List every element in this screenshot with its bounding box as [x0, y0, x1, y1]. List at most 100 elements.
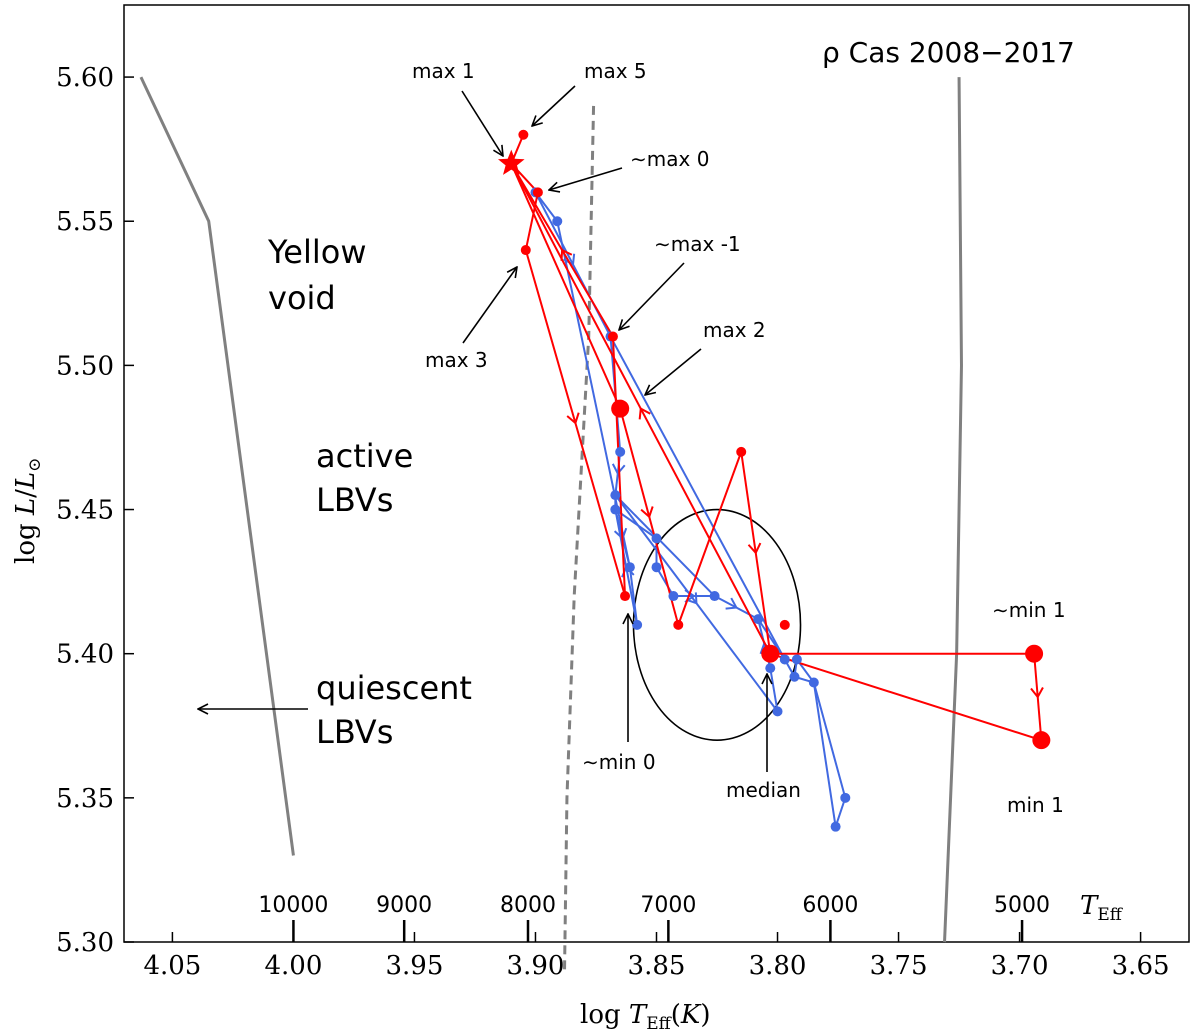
annotation-min1: min 1 [1007, 793, 1064, 817]
svg-text:log TEff(K): log TEff(K) [580, 1000, 710, 1034]
arrow-max1 [461, 90, 503, 156]
y-tick-label: 5.50 [56, 351, 114, 381]
red-track-segment [611, 336, 627, 597]
arrow-max3 [462, 267, 517, 344]
blue-point [709, 591, 720, 602]
blue-point [789, 671, 800, 682]
blue-track-segment [609, 336, 786, 660]
x-tick-label: 4.05 [143, 951, 201, 981]
x-tick-label: 4.00 [264, 951, 322, 981]
x-axis-label: log TEff(K) [580, 1000, 710, 1034]
x-tick-label: 3.80 [749, 951, 807, 981]
y-tick-label: 5.30 [56, 928, 114, 958]
blue-track-direction-arrow [725, 597, 738, 610]
y-tick-label: 5.60 [56, 63, 114, 93]
blue-point [651, 533, 662, 544]
blue-point [830, 821, 841, 832]
blue-track-segment [655, 566, 675, 597]
blue-point [772, 706, 783, 717]
annotation-min0: ∼min 0 [582, 750, 656, 774]
annotation-median: median [726, 778, 801, 802]
axis-ticks: 4.05 4.00 3.95 3.90 3.85 3.80 3.75 3.70 3.65 5.30… [56, 63, 1169, 981]
blue-track-direction-arrow [685, 592, 698, 605]
annotation-arrows [198, 85, 767, 772]
y-axis-label: log L/L⊙ [11, 458, 45, 564]
red-point [673, 619, 684, 630]
blue-point [753, 614, 764, 625]
teff-tick-label: 7000 [640, 893, 696, 918]
svg-text:log L/L⊙: log L/L⊙ [11, 458, 45, 564]
red-track-points [498, 129, 1051, 750]
x-tick-label: 3.65 [1112, 951, 1170, 981]
blue-point [840, 792, 851, 803]
blue-track-points [530, 187, 851, 832]
x-tick-label: 3.85 [628, 951, 686, 981]
arrow-max5 [532, 85, 576, 126]
annotation-max2: max 2 [703, 318, 766, 342]
arrow-max-minus1 [619, 262, 685, 330]
blue-point [808, 677, 819, 688]
blue-point [624, 562, 635, 573]
boundary-lines [139, 76, 963, 971]
red-track-segment [524, 192, 539, 251]
teff-tick-label: 9000 [376, 893, 432, 918]
annotation-max-minus1: ∼max -1 [654, 232, 741, 256]
teff-tick-label: 8000 [500, 893, 556, 918]
arrow-max0 [549, 167, 623, 190]
boundary-line-1 [563, 105, 596, 971]
red-point [518, 129, 529, 140]
red-track-segment [769, 652, 1042, 742]
blue-point [610, 504, 621, 515]
blue-point [610, 490, 621, 501]
quiescent-lbvs-label-line2: LBVs [316, 713, 393, 751]
teff-tick-label: 6000 [802, 893, 858, 918]
y-tick-label: 5.55 [56, 207, 114, 237]
blue-track-segment [812, 682, 847, 799]
annotation-min1-approx: ∼min 1 [992, 598, 1066, 622]
red-track-direction-arrow [638, 407, 651, 420]
red-point [532, 187, 543, 198]
red-point [736, 446, 747, 457]
blue-point [632, 619, 643, 630]
blue-point [651, 562, 662, 573]
red-track-direction-arrow [640, 506, 654, 519]
red-point [611, 399, 630, 418]
yellow-void-label-line1: Yellow [267, 233, 367, 271]
y-tick-label: 5.35 [56, 784, 114, 814]
teff-tick-label: 10000 [258, 893, 328, 918]
red-point [779, 619, 790, 630]
annotation-max1: max 1 [412, 59, 475, 83]
teff-tick-label: 5000 [994, 893, 1050, 918]
boundary-line-0 [139, 76, 295, 856]
red-track-segment [510, 163, 622, 410]
blue-point [615, 446, 626, 457]
series-layer [498, 129, 1051, 832]
blue-track-segment [812, 682, 837, 827]
red-track-direction-arrow [747, 542, 762, 555]
x-tick-label: 3.75 [870, 951, 928, 981]
blue-point [791, 654, 802, 665]
x-tick-label: 3.95 [386, 951, 444, 981]
blue-track-direction-arrow [611, 463, 626, 476]
boundary-line-2 [943, 77, 963, 943]
annotation-max3: max 3 [425, 348, 488, 372]
red-point [607, 331, 618, 342]
quiescent-lbvs-label-line1: quiescent [316, 669, 472, 707]
blue-track-segment [834, 797, 847, 827]
red-point [761, 644, 780, 663]
y-tick-label: 5.45 [56, 496, 114, 526]
arrow-max2 [645, 348, 702, 395]
teff-axis: 10000 9000 8000 7000 6000 5000 [258, 893, 1050, 942]
blue-point [552, 216, 563, 227]
blue-point [668, 591, 679, 602]
teff-axis-label: TEff [1080, 891, 1124, 925]
yellow-void-label-line2: void [268, 279, 336, 317]
active-lbvs-label-line1: active [316, 437, 413, 475]
red-point [520, 245, 531, 256]
svg-text:TEff: TEff [1080, 891, 1124, 925]
median-ellipse [632, 508, 802, 741]
red-point [1032, 731, 1051, 750]
y-tick-label: 5.40 [56, 640, 114, 670]
blue-track-lines [534, 191, 847, 827]
